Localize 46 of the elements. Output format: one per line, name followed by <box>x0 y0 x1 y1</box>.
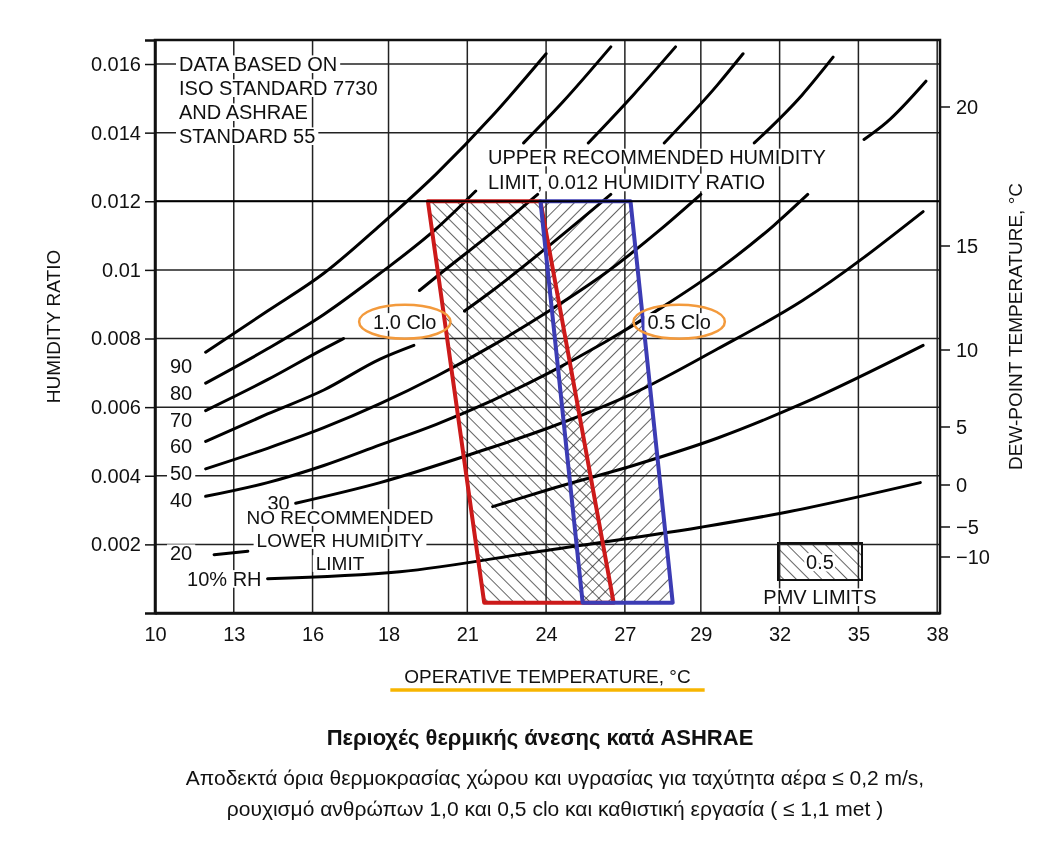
text: 0 <box>956 474 968 496</box>
x-axis-title: OPERATIVE TEMPERATURE, °C <box>404 666 691 687</box>
text: −10 <box>956 546 990 568</box>
y-tick-label: 0.01 <box>102 258 141 281</box>
line-series <box>294 210 925 505</box>
x-tick-label: 35 <box>847 623 871 646</box>
x-tick-label: 29 <box>690 623 713 646</box>
annotation: 0.5 <box>806 551 834 573</box>
text: Αποδεκτά όρια θερμοκρασίας χώρου και υγρασίας για ταχύτητα αέρα ≤ 0,2 m/s, ρουχισμό ανθρώπων 1,0 και 0,5 clo και καθιστική εργασία ( ≤ 1,1 met ) <box>185 766 925 820</box>
x-tick-label: 21 <box>456 623 479 646</box>
series-label: 20 <box>170 542 193 565</box>
y-axis-title: HUMIDITY RATIO <box>43 249 64 404</box>
annotation: PMV LIMITS <box>763 586 877 608</box>
series-label: 70 <box>170 408 193 431</box>
text: 15 <box>956 235 979 257</box>
series-label: 80 <box>170 381 193 404</box>
series-label: 90 <box>170 355 193 378</box>
series-label: 60 <box>170 435 193 458</box>
y-tick-label: 0.006 <box>90 396 141 419</box>
y-tick-label: 0.014 <box>90 121 141 144</box>
text: 5 <box>956 416 968 438</box>
y-tick-label: 0.016 <box>90 52 141 75</box>
annotation: DATA BASED ON ISO STANDARD 7730 AND ASHRAE STANDARD 55 <box>179 53 378 147</box>
ref-line-label: UPPER RECOMMENDED HUMIDITY LIMIT, 0.012 HUMIDITY RATIO <box>488 146 826 194</box>
y2-axis-title: DEW-POINT TEMPERATURE, °C <box>1005 183 1026 470</box>
x-tick-label: 24 <box>535 623 558 646</box>
series-label: 10% RH <box>187 567 262 590</box>
series-label: 50 <box>170 461 193 484</box>
x-tick-label: 13 <box>223 623 246 646</box>
x-tick-label: 27 <box>614 623 637 646</box>
x-tick-label: 10 <box>144 623 167 646</box>
text: −5 <box>956 516 979 538</box>
series-label: 0.5 Clo <box>647 310 711 333</box>
y-tick-label: 0.004 <box>90 464 141 487</box>
x-tick-label: 32 <box>769 623 792 646</box>
y-tick-label: 0.012 <box>90 190 141 213</box>
text: 20 <box>956 96 979 118</box>
text: 10 <box>956 339 979 361</box>
y-tick-label: 0.002 <box>90 533 141 556</box>
x-tick-label: 18 <box>377 623 401 646</box>
x-tick-label: 16 <box>301 623 325 646</box>
series-label: 40 <box>170 488 193 511</box>
text: Περιοχές θερμικής άνεσης κατά ASHRAE <box>326 725 754 750</box>
series-label: 1.0 Clo <box>373 310 437 333</box>
x-tick-label: 38 <box>926 623 949 646</box>
y-tick-label: 0.008 <box>90 327 141 350</box>
